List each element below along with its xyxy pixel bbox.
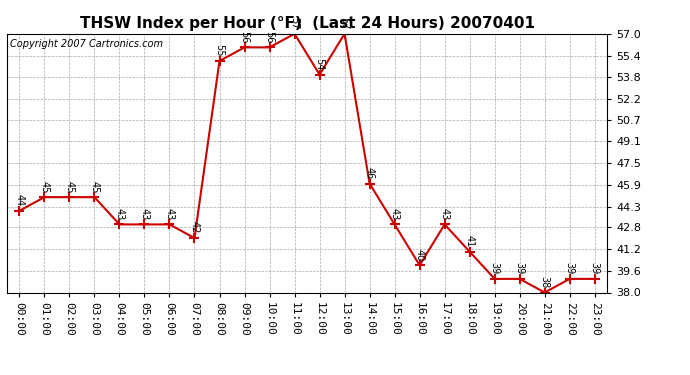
Text: 43: 43	[390, 208, 400, 220]
Text: 45: 45	[90, 181, 99, 193]
Text: 54: 54	[315, 58, 324, 70]
Text: 45: 45	[64, 181, 75, 193]
Text: 43: 43	[139, 208, 150, 220]
Text: 39: 39	[515, 262, 524, 275]
Text: 39: 39	[590, 262, 600, 275]
Text: 39: 39	[490, 262, 500, 275]
Text: 40: 40	[415, 249, 424, 261]
Text: 45: 45	[39, 181, 50, 193]
Text: 57: 57	[290, 17, 299, 30]
Text: 43: 43	[164, 208, 175, 220]
Text: 57: 57	[339, 17, 350, 30]
Text: 43: 43	[115, 208, 124, 220]
Text: 42: 42	[190, 222, 199, 234]
Text: 56: 56	[239, 31, 250, 43]
Text: 44: 44	[14, 194, 24, 207]
Title: THSW Index per Hour (°F)  (Last 24 Hours) 20070401: THSW Index per Hour (°F) (Last 24 Hours)…	[79, 16, 535, 31]
Text: 55: 55	[215, 44, 224, 57]
Text: 41: 41	[464, 235, 475, 248]
Text: 39: 39	[564, 262, 575, 275]
Text: 56: 56	[264, 31, 275, 43]
Text: 43: 43	[440, 208, 450, 220]
Text: Copyright 2007 Cartronics.com: Copyright 2007 Cartronics.com	[10, 39, 163, 49]
Text: 38: 38	[540, 276, 550, 288]
Text: 46: 46	[364, 167, 375, 179]
